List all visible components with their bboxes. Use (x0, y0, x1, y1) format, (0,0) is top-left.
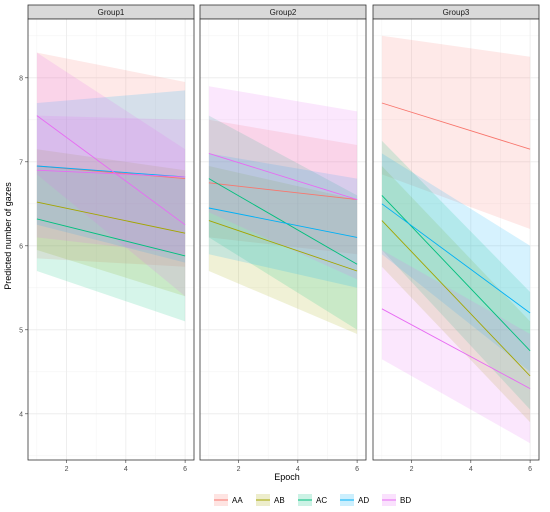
series-line-ab (381, 220, 531, 377)
ribbon-bd (36, 115, 186, 255)
panel-group1: Group1 2 4 6 4 5 6 7 8 (19, 4, 195, 473)
x-tick-label: 4 (469, 466, 473, 473)
y-tick-label: 7 (19, 159, 23, 166)
series-line-ac (208, 178, 358, 265)
x-tick-label: 2 (237, 466, 241, 473)
ribbon-ad (36, 90, 186, 263)
y-tick-label: 4 (19, 411, 23, 418)
legend-label: BD (400, 496, 411, 505)
legend-label: AD (358, 496, 369, 505)
series-line-ac (36, 218, 186, 257)
plot-area (28, 19, 194, 460)
series-line-ad (208, 207, 358, 238)
ribbon-ac (381, 140, 531, 410)
y-tick-label: 5 (19, 327, 23, 334)
series-line-aa (381, 102, 531, 150)
legend-label: AA (232, 496, 243, 505)
panel-title: Group3 (443, 8, 470, 17)
panel-title: Group1 (98, 8, 125, 17)
legend-item-ad: AD (340, 494, 369, 506)
x-tick-label: 4 (124, 466, 128, 473)
y-axis-title: Predicted number of gazes (3, 182, 13, 290)
ribbon-bd (208, 86, 358, 280)
series-line-bd (381, 308, 531, 389)
x-tick-label: 2 (65, 466, 69, 473)
x-tick-label: 4 (296, 466, 300, 473)
series-line-bd (36, 169, 186, 178)
ribbon-aa (36, 52, 186, 267)
legend: AA AB AC AD BD (214, 494, 411, 506)
series-line-bd (208, 152, 358, 201)
ribbon-ab (36, 149, 186, 297)
series-line-ad (36, 165, 186, 178)
series-line-bd (36, 115, 186, 226)
ribbon-ad (381, 153, 531, 372)
legend-item-bd: BD (382, 494, 411, 506)
x-tick-label: 6 (355, 466, 359, 473)
ribbon-aa (208, 119, 358, 255)
ribbon-ab (381, 166, 531, 423)
ribbon-aa (381, 35, 531, 229)
legend-label: AB (274, 496, 285, 505)
series-line-ac (381, 195, 531, 352)
legend-item-aa: AA (214, 494, 243, 506)
ribbon-ac (36, 166, 186, 322)
plot-area (200, 19, 366, 460)
legend-label: AC (316, 496, 327, 505)
y-tick-label: 6 (19, 243, 23, 250)
panel-border (372, 18, 540, 461)
series-line-ad (381, 203, 531, 314)
x-tick-label: 6 (183, 466, 187, 473)
ribbon-bd (381, 250, 531, 444)
panel-border (199, 18, 367, 461)
facet-panels: Group1 2 4 6 4 5 6 7 8 Group2 2 4 6 Group3 2 4 6 (19, 4, 540, 473)
panel-title: Group2 (270, 8, 297, 17)
ribbon-bd (36, 52, 186, 297)
panel-group3: Group3 2 4 6 (372, 4, 540, 473)
series-line-aa (208, 182, 358, 201)
panel-group2: Group2 2 4 6 (199, 4, 367, 473)
x-tick-label: 6 (528, 466, 532, 473)
series-line-ab (36, 201, 186, 234)
x-axis-title: Epoch (274, 472, 300, 482)
legend-item-ab: AB (256, 494, 285, 506)
panel-border (27, 18, 195, 461)
plot-area (373, 19, 539, 460)
legend-item-ac: AC (298, 494, 327, 506)
y-tick-label: 8 (19, 75, 23, 82)
x-tick-label: 2 (410, 466, 414, 473)
ribbon-ab (208, 166, 358, 334)
series-line-ab (208, 220, 358, 272)
